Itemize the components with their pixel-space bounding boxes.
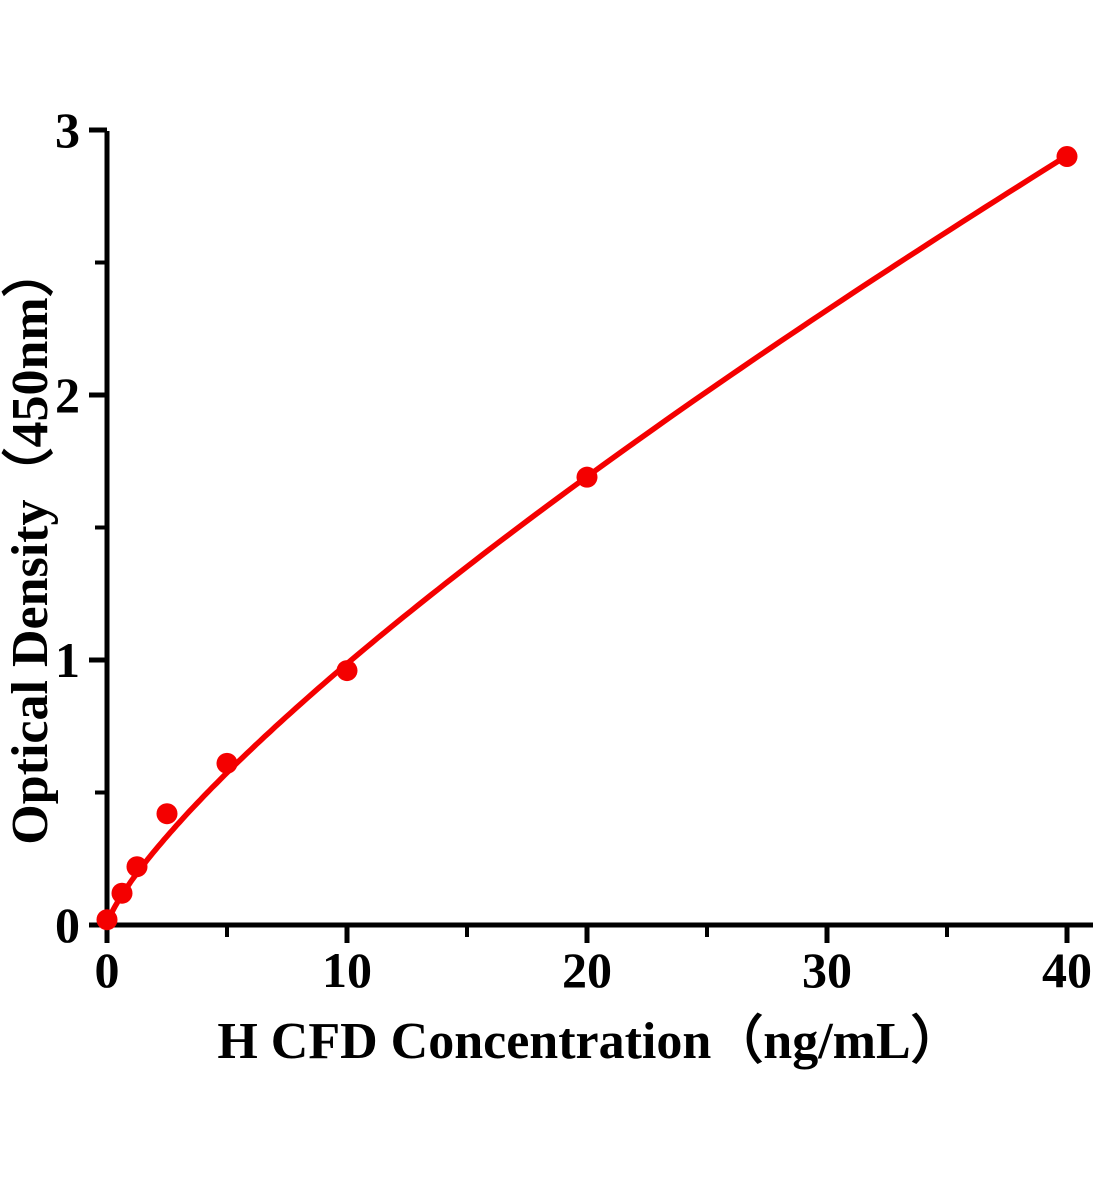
data-point	[111, 882, 133, 904]
data-point	[96, 909, 118, 931]
data-point	[1056, 146, 1078, 167]
x-tick-label: 40	[1042, 942, 1092, 998]
y-tick-label: 3	[55, 102, 80, 158]
x-tick-label: 10	[322, 942, 372, 998]
y-axis-title: Optical Density（450nm）	[1, 245, 59, 844]
data-point	[336, 660, 358, 682]
x-tick-label: 30	[802, 942, 852, 998]
axis-spine	[104, 131, 1093, 928]
data-point	[216, 752, 238, 774]
data-points	[96, 146, 1078, 931]
tick-labels: 0 10 20 30 40 0 1 2 3	[55, 102, 1092, 998]
x-tick-label: 20	[562, 942, 612, 998]
x-tick-label: 0	[95, 942, 120, 998]
data-point	[156, 803, 178, 825]
y-tick-label: 0	[55, 897, 80, 953]
y-tick-label: 1	[55, 632, 80, 688]
data-point	[126, 856, 148, 878]
x-axis-title: H CFD Concentration（ng/mL）	[217, 1012, 962, 1070]
fit-curve-line	[104, 153, 1069, 926]
axes	[89, 127, 1093, 943]
data-point	[576, 466, 598, 488]
y-tick-label: 2	[55, 367, 80, 423]
